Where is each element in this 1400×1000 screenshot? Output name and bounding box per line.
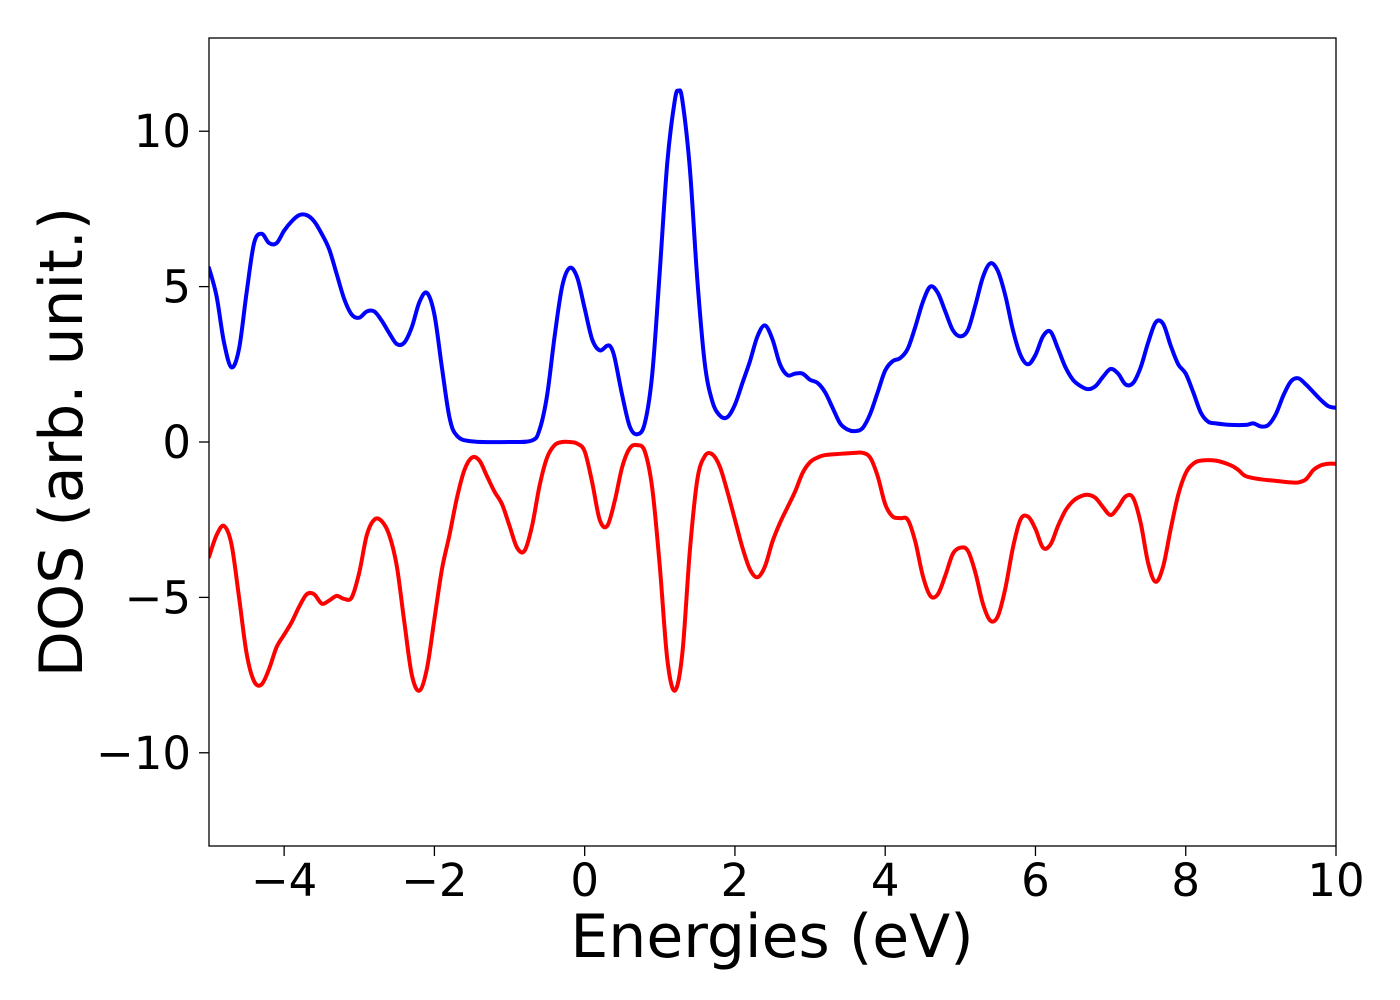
x-tick-label: 6 bbox=[1021, 854, 1050, 907]
series-line-blue bbox=[209, 88, 1336, 445]
x-axis-label: Energies (eV) bbox=[570, 902, 973, 972]
x-tick-label: 4 bbox=[871, 854, 900, 907]
x-tick-label: −4 bbox=[251, 854, 317, 907]
y-tick-label: −10 bbox=[96, 727, 191, 780]
plot-frame bbox=[208, 37, 1337, 847]
y-axis-label: DOS (arb. unit.) bbox=[27, 207, 97, 677]
x-tick-label: −2 bbox=[401, 854, 467, 907]
series-line-red bbox=[209, 439, 1336, 693]
y-tick-label: 0 bbox=[162, 416, 191, 469]
x-tick-label: 10 bbox=[1307, 854, 1364, 907]
x-tick-label: 2 bbox=[721, 854, 750, 907]
series-layer bbox=[209, 88, 1336, 693]
y-axis: −10 −5 0 5 10 bbox=[96, 105, 209, 780]
x-axis: −4 −2 0 2 4 6 8 10 bbox=[251, 846, 1365, 907]
x-tick-label: 0 bbox=[570, 854, 599, 907]
x-tick-label: 8 bbox=[1171, 854, 1200, 907]
y-tick-label: 5 bbox=[162, 261, 191, 314]
y-tick-label: −5 bbox=[125, 571, 191, 624]
y-tick-label: 10 bbox=[134, 105, 191, 158]
